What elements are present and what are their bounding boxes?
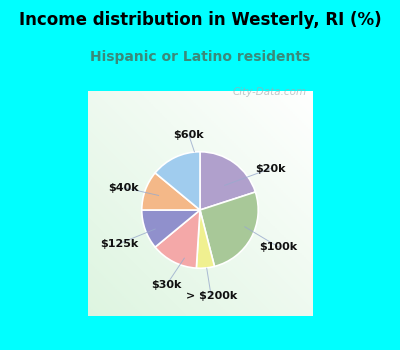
Text: Income distribution in Westerly, RI (%): Income distribution in Westerly, RI (%) <box>19 10 381 29</box>
Text: > $200k: > $200k <box>186 291 237 301</box>
Text: $40k: $40k <box>108 183 139 193</box>
Wedge shape <box>155 152 200 210</box>
Text: $125k: $125k <box>100 239 138 248</box>
Wedge shape <box>200 152 255 210</box>
Text: $20k: $20k <box>255 163 286 174</box>
Text: Hispanic or Latino residents: Hispanic or Latino residents <box>90 50 310 64</box>
Text: City-Data.com: City-Data.com <box>233 88 307 97</box>
Wedge shape <box>142 210 200 247</box>
Wedge shape <box>155 210 200 268</box>
Wedge shape <box>196 210 214 268</box>
Text: $100k: $100k <box>259 242 298 252</box>
Wedge shape <box>142 173 200 210</box>
Text: $30k: $30k <box>151 280 182 290</box>
Wedge shape <box>200 192 258 266</box>
Text: $60k: $60k <box>174 130 204 140</box>
